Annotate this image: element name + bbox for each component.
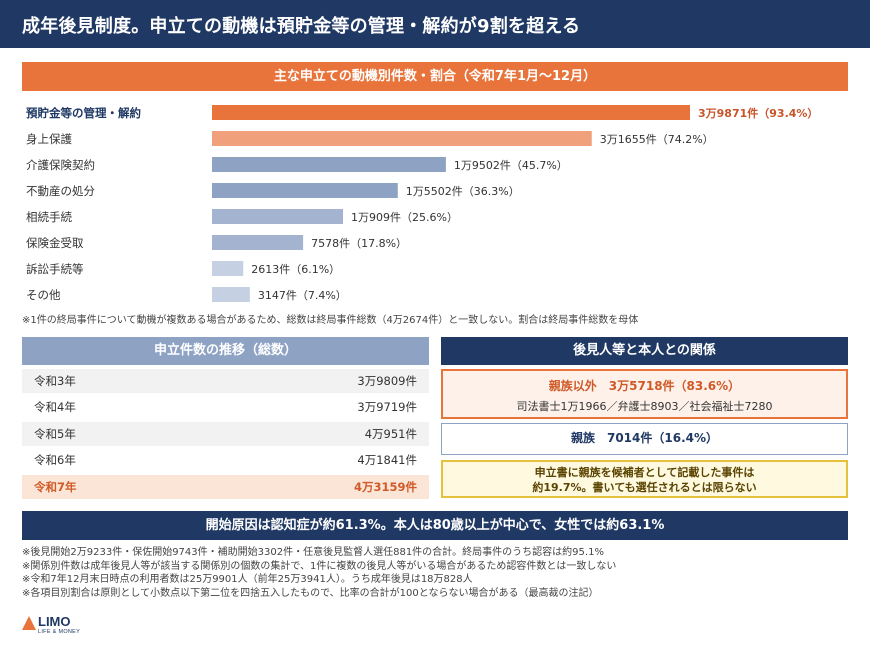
bar [212, 209, 344, 224]
year-cell: 令和5年 [34, 426, 76, 441]
category-label: 保険金受取 [26, 236, 84, 250]
value-label: 7578件（17.8%） [311, 237, 407, 250]
value-label: 1万5502件（36.3%） [406, 185, 520, 198]
year-cell: 令和3年 [34, 374, 76, 388]
year-cell: 令和7年 [34, 479, 77, 494]
chart-title: 主な申立ての動機別件数・割合（令和7年1月～12月） [22, 62, 848, 91]
value-label: 3万9871件（93.4%） [698, 106, 818, 120]
bar [212, 157, 446, 172]
category-label: 介護保険契約 [26, 158, 95, 172]
category-label: 訴訟手続等 [26, 262, 84, 276]
value-label: 1万909件（25.6%） [351, 211, 458, 224]
category-label: 相続手続 [26, 210, 72, 224]
count-cell: 4万951件 [364, 426, 417, 441]
table-row-highlight: 令和7年 4万3159件 [22, 474, 429, 499]
category-label: 預貯金等の管理・解約 [26, 106, 141, 120]
filings-table: 令和3年 3万9809件 令和4年 3万9719件 令和5年 4万951件 令和… [22, 369, 429, 501]
limo-logo: LIMO LIFE & MONEY [22, 614, 102, 638]
bar [212, 105, 690, 120]
table-row: 令和5年 4万951件 [22, 421, 429, 446]
category-label: その他 [26, 288, 61, 302]
count-cell: 4万1841件 [357, 453, 417, 468]
logo-mark-icon [22, 616, 36, 630]
logo-name: LIMO [38, 614, 71, 629]
footnote: ※関係別件数は成年後見人等が該当する関係別の個数の集計で、1件に複数の後見人等が… [22, 560, 617, 572]
value-label: 1万9502件（45.7%） [454, 159, 568, 172]
count-cell: 4万3159件 [353, 479, 417, 494]
bar [212, 261, 244, 276]
category-label: 身上保護 [26, 132, 72, 146]
candidate-note-line1: 申立書に親族を候補者として記載した事件は [534, 466, 755, 479]
non-relatives-box: 親族以外 3万5718件（83.6%） 司法書士1万1966／弁護士8903／社… [441, 369, 848, 419]
bar [212, 131, 592, 146]
page-title: 成年後見制度。申立ての動機は預貯金等の管理・解約が9割を超える [0, 0, 870, 48]
year-cell: 令和6年 [34, 453, 76, 468]
motive-bar-chart: 預貯金等の管理・解約 3万9871件（93.4%） 身上保護 3万1655件（74.2… [26, 105, 818, 302]
table-row: 令和4年 3万9719件 [22, 395, 429, 420]
value-label: 2613件（6.1%） [251, 263, 340, 276]
table-row: 令和6年 4万1841件 [22, 448, 429, 473]
table-row: 令和3年 3万9809件 [22, 369, 429, 393]
non-relatives-detail: 司法書士1万1966／弁護士8903／社会福祉士7280 [516, 400, 773, 413]
logo-tagline: LIFE & MONEY [38, 629, 81, 635]
bar [212, 183, 398, 198]
footnotes: ※後見開始2万9233件・保佐開始9743件・補助開始3302件・任意後見監督人… [22, 546, 848, 600]
chart-note: ※1件の終局事件について動機が複数ある場合があるため、総数は終局事件総数（4万2… [22, 315, 639, 326]
candidate-note-box: 申立書に親族を候補者として記載した事件は 約19.7%。書いても選任されるとは限… [441, 460, 848, 498]
footnote: ※令和7年12月末日時点の利用者数は25万9901人（前年25万3941人）。う… [22, 574, 473, 585]
filings-title: 申立件数の推移（総数） [22, 337, 429, 365]
bar [212, 235, 304, 250]
category-label: 不動産の処分 [26, 184, 95, 198]
count-cell: 3万9809件 [357, 374, 417, 388]
non-relatives-label: 親族以外 3万5718件（83.6%） [548, 379, 741, 393]
footnote: ※各項目別割合は原則として小数点以下第二位を四捨五入したもので、比率の合計が10… [22, 587, 599, 599]
value-label: 3万1655件（74.2%） [600, 133, 714, 146]
summary-banner: 開始原因は認知症が約61.3%。本人は80歳以上が中心で、女性では約63.1% [22, 511, 848, 540]
relatives-box: 親族 7014件（16.4%） [441, 423, 848, 455]
candidate-note-line2: 約19.7%。書いても選任されるとは限らない [532, 481, 757, 494]
relationship-title: 後見人等と本人との関係 [441, 337, 848, 365]
year-cell: 令和4年 [34, 400, 76, 415]
bar [212, 287, 250, 302]
value-label: 3147件（7.4%） [258, 289, 347, 302]
count-cell: 3万9719件 [357, 400, 417, 415]
footnote: ※後見開始2万9233件・保佐開始9743件・補助開始3302件・任意後見監督人… [22, 547, 604, 558]
